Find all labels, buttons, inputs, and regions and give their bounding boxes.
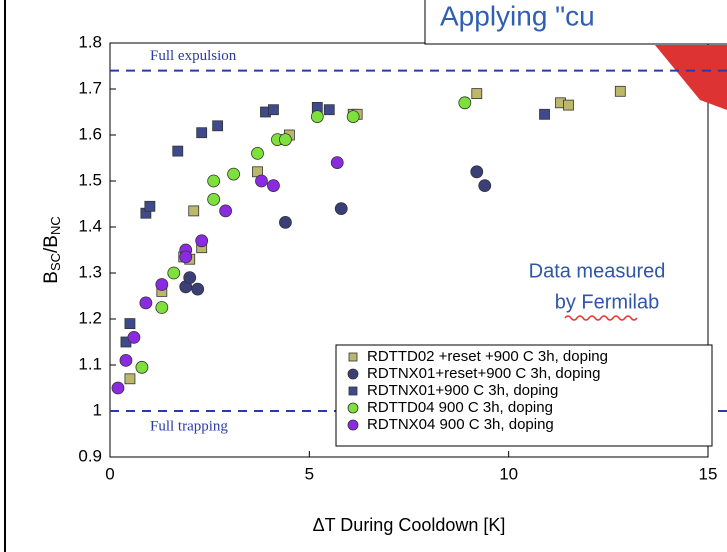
reference-label: Full expulsion <box>150 48 237 64</box>
point <box>144 200 156 212</box>
point <box>183 271 197 285</box>
point <box>167 266 181 280</box>
y-tick-label: 1.8 <box>78 32 102 51</box>
legend-label: RDTNX01+900 C 3h, doping <box>367 382 558 399</box>
point <box>124 318 136 330</box>
point <box>279 133 292 147</box>
point <box>191 282 205 296</box>
y-tick-label: 1.7 <box>78 78 102 97</box>
legend-label: RDTNX04 900 C 3h, doping <box>367 416 554 433</box>
y-tick-label: 1.3 <box>78 262 102 281</box>
x-axis-label: ΔT During Cooldown [K] <box>313 515 506 535</box>
point <box>267 179 280 193</box>
y-tick-label: 1.6 <box>78 124 102 143</box>
point <box>334 202 348 216</box>
point <box>207 174 221 188</box>
legend-label: RDTTD02 +reset +900 C 3h, doping <box>367 348 608 365</box>
point <box>279 215 292 229</box>
chart-title: Applying "cu <box>440 0 595 31</box>
point <box>127 330 141 344</box>
point <box>195 234 209 248</box>
point <box>196 127 208 139</box>
point <box>458 96 472 110</box>
y-tick-label: 1.2 <box>78 308 102 327</box>
point <box>251 146 264 160</box>
y-axis-label-part: B <box>41 271 62 284</box>
point <box>268 104 279 116</box>
y-axis-label-part: SC <box>48 253 63 271</box>
legend-marker <box>347 402 359 414</box>
legend-label: RDTNX01+reset+900 C 3h, doping <box>367 365 600 382</box>
reference-label: Full trapping <box>150 418 228 434</box>
point <box>614 85 626 97</box>
y-axis-label-part: NC <box>48 216 63 235</box>
point <box>478 179 492 193</box>
y-tick-label: 1 <box>93 400 102 419</box>
spell-underline <box>564 315 638 321</box>
point <box>207 192 221 206</box>
annotation: Data measured <box>529 260 666 282</box>
title-box <box>424 0 727 45</box>
y-tick-label: 0.9 <box>78 446 102 465</box>
point <box>563 99 574 111</box>
point <box>119 353 133 367</box>
legend-marker <box>348 352 358 362</box>
plot-frame <box>109 42 709 458</box>
point <box>539 108 550 120</box>
point <box>135 360 149 374</box>
point <box>255 174 268 188</box>
legend-marker <box>347 419 359 431</box>
arrow-decor <box>655 45 727 110</box>
y-axis-label: BSC/BNC <box>41 216 63 283</box>
legend-marker <box>347 368 359 380</box>
point <box>155 301 169 314</box>
legend-marker <box>348 386 358 396</box>
point <box>330 156 344 170</box>
y-tick-label: 1.5 <box>78 170 102 189</box>
point <box>111 381 125 395</box>
point <box>219 204 233 218</box>
point <box>188 205 200 217</box>
y-tick-label: 1.4 <box>78 216 102 235</box>
point <box>470 165 484 179</box>
annotation: by Fermilab <box>555 291 659 313</box>
point <box>227 167 240 181</box>
y-axis-label-part: /B <box>41 235 62 253</box>
point <box>310 110 324 123</box>
point <box>346 110 360 123</box>
x-tick-label: 0 <box>105 464 114 483</box>
point <box>155 278 169 291</box>
point <box>212 120 224 132</box>
legend-label: RDTTD04 900 C 3h, doping <box>367 399 553 416</box>
x-tick-label: 15 <box>699 464 718 483</box>
point <box>323 104 335 116</box>
point <box>172 145 184 157</box>
x-tick-label: 10 <box>499 464 518 483</box>
x-tick-label: 5 <box>305 464 314 483</box>
point <box>124 373 136 385</box>
legend-box <box>335 344 713 447</box>
point <box>179 250 193 264</box>
point <box>139 296 153 310</box>
y-tick-label: 1.1 <box>78 354 102 373</box>
point <box>471 88 483 99</box>
